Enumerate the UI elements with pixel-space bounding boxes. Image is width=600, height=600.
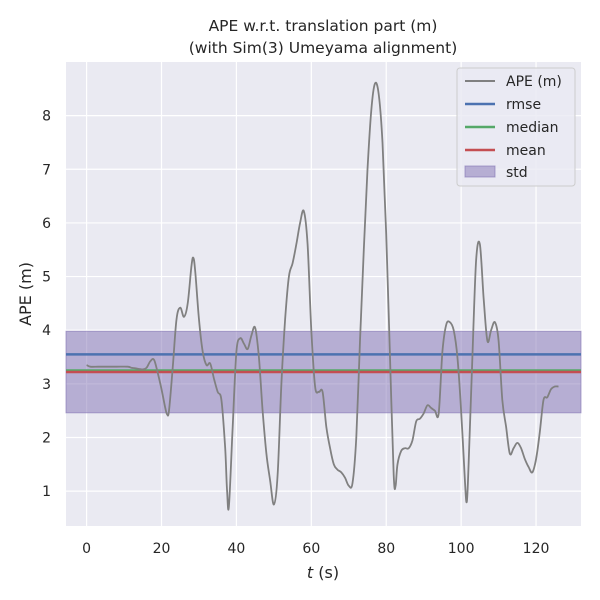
x-tick-label: 80 <box>377 541 395 557</box>
x-tick-label: 0 <box>82 541 91 557</box>
y-tick-label: 1 <box>42 484 51 500</box>
x-tick-labels: 0 20 40 60 80 100 120 <box>82 541 549 557</box>
y-tick-labels: 1 2 3 4 5 6 7 8 <box>42 109 51 500</box>
x-tick-label: 20 <box>153 541 171 557</box>
legend-label-ape: APE (m) <box>506 74 562 90</box>
x-axis-variable: t <box>307 563 314 582</box>
legend-label-rmse: rmse <box>506 97 541 113</box>
y-tick-label: 2 <box>42 430 51 446</box>
legend-label-median: median <box>506 120 558 136</box>
y-tick-label: 4 <box>42 323 51 339</box>
x-tick-label: 120 <box>523 541 550 557</box>
legend: APE (m) rmse median mean std <box>456 67 576 187</box>
legend-label-mean: mean <box>506 143 546 159</box>
series-layer <box>86 81 559 511</box>
chart-subtitle: (with Sim(3) Umeyama alignment) <box>189 39 458 57</box>
y-tick-label: 5 <box>42 270 51 286</box>
x-tick-label: 100 <box>448 541 475 557</box>
legend-label-std: std <box>506 165 528 181</box>
x-axis-unit: (s) <box>318 563 339 582</box>
chart-title: APE w.r.t. translation part (m) <box>209 17 438 35</box>
y-axis-label: APE (m) <box>16 262 35 326</box>
legend-swatch-std <box>464 165 496 178</box>
x-axis-label: t (s) <box>307 563 339 582</box>
y-tick-label: 7 <box>42 162 51 178</box>
legend-box <box>456 67 576 187</box>
y-tick-label: 3 <box>42 377 51 393</box>
x-tick-label: 40 <box>228 541 246 557</box>
x-tick-label: 60 <box>302 541 320 557</box>
y-tick-label: 6 <box>42 216 51 232</box>
ape-series-line <box>86 81 559 511</box>
y-tick-label: 8 <box>42 109 51 125</box>
